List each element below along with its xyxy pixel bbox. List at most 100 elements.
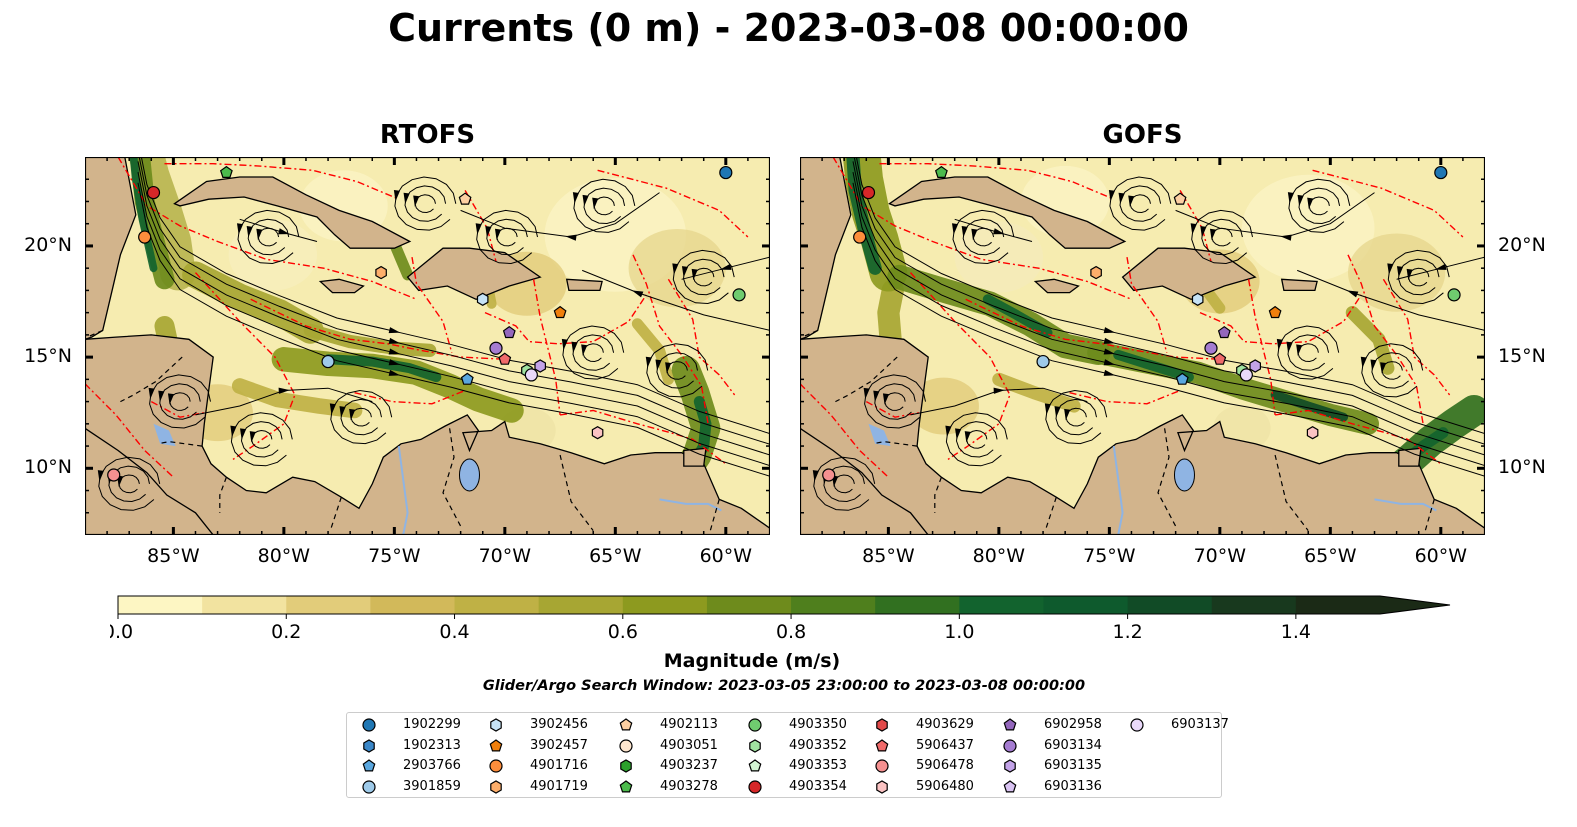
platform-marker-4902113 [458,192,472,205]
streamline-arrow [1370,359,1377,371]
streamline-arrow [993,228,1005,235]
streamline-arrow [1190,223,1197,235]
lake-maracaibo [1173,458,1195,492]
legend-marker-icon [619,738,633,753]
streamline-arrow [582,194,589,207]
legend-marker [362,779,376,794]
country-border [1157,428,1177,527]
river [1374,498,1437,512]
platform-marker-5906478 [107,468,121,482]
map-panel-gofs [800,157,1485,535]
platform-marker-2903766 [460,372,474,385]
current-jet [231,378,363,419]
platform-marker-6902958 [502,325,516,339]
eez-boundary [1347,254,1424,424]
land-trinidad [1398,447,1422,467]
legend-marker-icon [875,738,889,751]
legend-label: 3902456 [530,717,588,732]
streamline-arrow [278,387,290,394]
platform-marker-5906480 [1306,426,1319,440]
legend-marker [362,759,376,772]
legend-marker [490,718,502,732]
platform-marker-4901716 [853,230,867,244]
platform-marker-5906437 [1213,352,1227,365]
legend-label: 3902457 [530,737,588,753]
streamline-arrow [236,223,244,235]
platform-marker-6903135 [1249,359,1261,373]
streamline-arrow [665,362,672,374]
legend-marker [489,738,503,751]
colorbar-outline [117,595,1451,615]
country-border [872,440,918,447]
eez-boundary [1179,190,1212,262]
colorbar-segment [791,596,876,614]
streamline-arrow [1103,359,1116,366]
speed-patch [1348,233,1446,312]
colorbar-tick-label: 1.4 [1281,621,1311,642]
land-hispaniola [406,247,542,301]
eez-boundary [1382,278,1451,396]
streamline [137,161,770,456]
legend-label: 4903354 [789,778,847,794]
land-trinidad [683,447,707,467]
platform-marker-3902456 [476,292,489,306]
streamline-arrow [571,341,578,354]
legend-label: 5906437 [916,737,974,753]
lon-tick-label: 80°W [257,545,311,567]
streamline-arrow [339,406,346,418]
legend-marker-icon [876,718,888,732]
streamline-arrow [631,290,644,298]
eez-boundary [1126,256,1168,353]
country-border [709,499,720,531]
platform-marker-6903134 [1204,341,1218,355]
colorbar-segment [202,596,287,614]
streamline-arrow [148,387,155,400]
legend-label: 6902958 [1044,717,1102,732]
eez-boundary [1312,169,1464,238]
eez-boundary [532,279,561,415]
streamline-arrow [388,337,401,344]
colorbar-segment [370,596,456,614]
legend-marker [748,759,762,772]
streamline-arrow [1380,362,1387,374]
eez-boundary [1069,389,1181,405]
lat-tick-label: 10°N [24,456,72,479]
legend-marker [748,718,762,732]
streamline-arrow [485,226,492,238]
streamline-arrow [1296,344,1303,356]
streamline-arrow [1387,263,1394,275]
legend-marker-icon [619,718,633,731]
streamline-arrow [97,470,104,482]
legend-marker-icon [490,779,502,794]
legend-marker-icon [748,718,762,732]
streamline-arrow [812,470,819,482]
panel-title-gofs: GOFS [1102,120,1183,150]
colorbar-tick-label: 1.2 [1112,621,1142,642]
eez-boundary [250,298,508,360]
platform-marker-5906437 [498,352,512,365]
platform-marker-6903134 [489,341,503,355]
current-jet [631,318,674,385]
map-frame [85,157,770,535]
lon-tick-label: 85°W [862,545,915,567]
colorbar-segment [1295,596,1381,614]
legend-marker-icon [620,759,632,773]
lon-tick-label: 70°W [478,545,532,567]
streamline-arrow [581,344,588,356]
legend-label: 6903135 [1044,758,1102,773]
streamline-arrow [1406,268,1413,281]
streamline-arrow [240,428,247,440]
lake-maracaibo [458,458,480,492]
legend-marker [490,779,502,794]
colorbar-tick-label: 0.6 [608,621,638,642]
colorbar-segment [1127,596,1213,614]
legend-label: 6903137 [1171,717,1229,732]
lake-nicaragua [868,423,891,447]
legend-marker-icon [748,779,762,794]
streamline-arrow [691,268,698,281]
streamline-arrow [1118,192,1125,205]
legend-label: 4903237 [660,758,718,773]
streamline-arrow [246,226,253,238]
colorbar-segment [1043,596,1129,614]
platform-marker-6902958 [1217,325,1231,339]
